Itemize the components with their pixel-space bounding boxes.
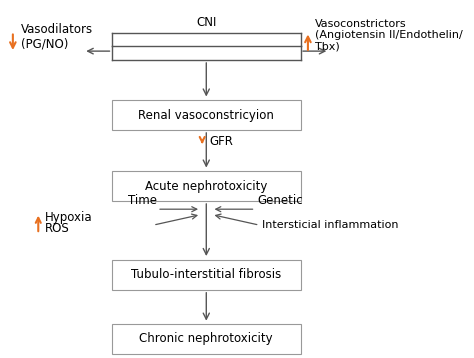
Text: Tubulo-interstitial fibrosis: Tubulo-interstitial fibrosis [131,268,282,281]
Text: Genetic: Genetic [257,194,303,207]
Text: GFR: GFR [210,135,233,148]
Text: Chronic nephrotoxicity: Chronic nephrotoxicity [139,332,273,345]
Text: Vasodilators
(PG/NO): Vasodilators (PG/NO) [21,23,93,51]
Bar [112,324,301,354]
Text: CNI: CNI [196,16,217,29]
Bar [112,260,301,290]
Text: Intersticial inflammation: Intersticial inflammation [262,220,398,230]
Bar [112,100,301,130]
Text: Renal vasoconstricyion: Renal vasoconstricyion [138,108,274,122]
Text: Hypoxia: Hypoxia [45,211,92,223]
Text: Acute nephrotoxicity: Acute nephrotoxicity [145,180,267,193]
Text: ROS: ROS [45,222,69,235]
Text: Vasoconstrictors
(Angiotensin II/Endothelin/
Tbx): Vasoconstrictors (Angiotensin II/Endothe… [315,19,463,52]
Bar [112,171,301,201]
Text: Time: Time [128,194,157,207]
